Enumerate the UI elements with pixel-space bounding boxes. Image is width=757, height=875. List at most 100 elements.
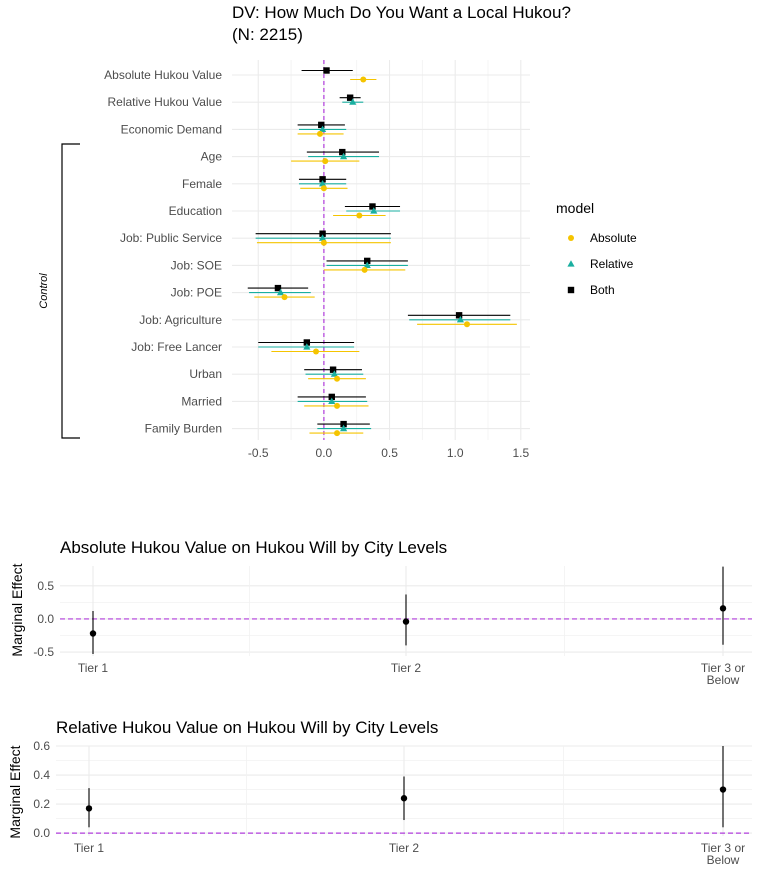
legend-label-absolute: Absolute (590, 231, 637, 245)
both-economic-demand-point (318, 121, 325, 129)
coef-plot-grid (232, 60, 530, 440)
control-bracket: Control (38, 143, 80, 439)
coef-x-tick-label: 0.0 (316, 446, 333, 460)
both-job-public-service-point (319, 230, 326, 237)
relative-me-marks (56, 746, 752, 834)
control-bracket-label: Control (38, 273, 50, 309)
coef-plot-marks (247, 60, 517, 440)
coef-plot-legend: model Absolute Relative Both (556, 200, 637, 297)
relative-me-tier-1-point (85, 805, 93, 812)
absolute-me-y-tick-label: 0.0 (37, 612, 54, 626)
absolute-age-point (322, 158, 329, 165)
absolute-job-poe-point (281, 294, 288, 301)
coef-plot-subtitle: (N: 2215) (232, 25, 303, 44)
relative-economic-demand-point (318, 125, 327, 132)
both-age-point (339, 148, 346, 156)
relative-marginal-effect-plot: Relative Hukou Value on Hukou Will by Ci… (7, 718, 752, 867)
relative-urban-point (330, 370, 338, 377)
absolute-female-point (320, 185, 327, 192)
both-job-poe-point (274, 284, 282, 292)
relative-me-y-tick-label: 0.6 (33, 739, 50, 753)
coef-plot-title: DV: How Much Do You Want a Local Hukou? (232, 3, 571, 22)
both-family-burden-point (340, 420, 347, 428)
coef-x-tick-label: 1.5 (512, 446, 529, 460)
term-label-age: Age (201, 150, 223, 164)
absolute-job-soe-point (361, 266, 368, 273)
relative-married-point (328, 397, 336, 404)
legend-key-absolute (568, 235, 574, 241)
term-label-job-soe: Job: SOE (171, 258, 222, 272)
both-married-point (328, 393, 335, 401)
both-job-agriculture-point (455, 312, 463, 319)
both-job-free-lancer-point (303, 339, 311, 346)
relative-relative-hukou-value-point (349, 98, 357, 105)
both-female-point (319, 176, 326, 183)
both-education-point (369, 203, 376, 210)
relative-education-point (370, 207, 378, 214)
term-label-family-burden: Family Burden (145, 422, 222, 436)
absolute-economic-demand-point (316, 130, 323, 137)
coef-x-tick-label: -0.5 (248, 446, 269, 460)
absolute-job-agriculture-point (463, 321, 470, 328)
relative-me-ylabel: Marginal Effect (7, 745, 23, 838)
absolute-urban-point (334, 375, 341, 382)
absolute-married-point (334, 402, 341, 409)
absolute-me-title: Absolute Hukou Value on Hukou Will by Ci… (60, 538, 447, 557)
relative-job-free-lancer-point (303, 343, 311, 350)
relative-female-point (318, 180, 327, 187)
relative-job-poe-point (276, 288, 285, 296)
coef-x-tick-label: 0.5 (381, 446, 398, 460)
absolute-absolute-hukou-value-point (360, 76, 367, 83)
absolute-me-x-tick-label-tier-3-or-below: Below (707, 673, 740, 687)
term-label-female: Female (182, 177, 222, 191)
absolute-me-tier-2-point (402, 618, 410, 625)
term-label-job-poe: Job: POE (171, 286, 222, 300)
relative-me-x-tick-label-tier-3-or-below: Below (707, 853, 740, 867)
absolute-me-y-tick-label: 0.5 (37, 579, 54, 593)
legend-label-both: Both (590, 283, 615, 297)
absolute-me-x-tick-label-tier-3-or-below: Tier 3 or (701, 661, 745, 675)
relative-job-soe-point (363, 261, 371, 268)
relative-job-public-service-point (318, 234, 327, 241)
relative-me-x-tick-label-tier-2: Tier 2 (389, 841, 420, 855)
term-label-economic-demand: Economic Demand (121, 122, 222, 136)
absolute-marginal-effect-plot: Absolute Hukou Value on Hukou Will by Ci… (9, 538, 752, 687)
term-label-education: Education (169, 204, 222, 218)
relative-me-tier-3-or-below-point (719, 786, 727, 793)
both-absolute-hukou-value-point (323, 67, 330, 74)
absolute-me-marks (60, 566, 752, 655)
term-label-married: Married (181, 394, 222, 408)
legend-label-relative: Relative (590, 257, 634, 271)
relative-me-y-tick-label: 0.4 (33, 768, 50, 782)
absolute-me-tier-1-point (89, 630, 97, 637)
relative-me-title: Relative Hukou Value on Hukou Will by Ci… (56, 718, 438, 737)
relative-me-x-tick-label-tier-3-or-below: Tier 3 or (701, 841, 745, 855)
both-urban-point (329, 366, 337, 373)
relative-me-y-tick-label: 0.0 (33, 826, 50, 840)
legend-title: model (556, 200, 594, 216)
absolute-me-x-tick-label-tier-1: Tier 1 (78, 661, 109, 675)
absolute-job-free-lancer-point (313, 348, 320, 355)
absolute-education-point (356, 212, 363, 219)
term-label-urban: Urban (189, 367, 222, 381)
relative-me-y-tick-label: 0.2 (33, 797, 50, 811)
relative-me-tier-2-point (400, 795, 408, 802)
relative-me-x-tick-label-tier-1: Tier 1 (74, 841, 105, 855)
absolute-family-burden-point (334, 430, 341, 437)
absolute-me-ylabel: Marginal Effect (9, 563, 25, 656)
absolute-job-public-service-point (320, 239, 327, 246)
term-label-job-public-service: Job: Public Service (120, 231, 222, 245)
relative-family-burden-point (339, 424, 348, 432)
legend-key-both (567, 286, 575, 294)
both-relative-hukou-value-point (346, 94, 354, 101)
term-label-job-agriculture: Job: Agriculture (139, 313, 222, 327)
absolute-me-tier-3-or-below-point (719, 605, 727, 612)
coefficient-plot: DV: How Much Do You Want a Local Hukou? … (38, 3, 637, 460)
coef-plot-axis-ticks: -0.5 0.0 0.5 1.0 1.5 Absolute Hukou Value Rela… (104, 68, 529, 460)
coef-x-tick-label: 1.0 (447, 446, 464, 460)
absolute-me-x-tick-label-tier-2: Tier 2 (391, 661, 422, 675)
